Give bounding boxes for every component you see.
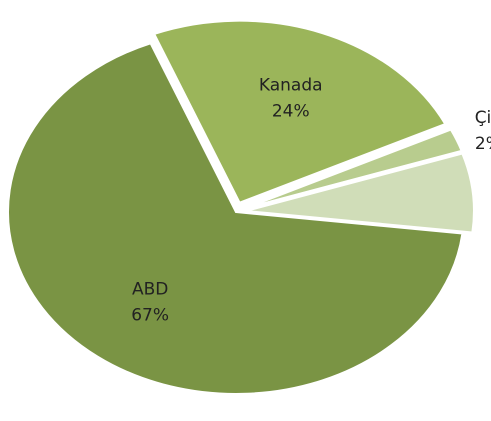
slice-value-label: 2% — [475, 134, 491, 154]
slice-label: Kanada — [259, 75, 323, 95]
pie-slice — [244, 128, 463, 210]
slice-label: ABD — [132, 280, 168, 300]
pie-slice — [245, 152, 475, 234]
slice-value-label: 67% — [131, 306, 169, 326]
pie-slice — [152, 19, 447, 204]
slice-value-label: 24% — [272, 101, 310, 121]
slice-label: Çin — [475, 108, 491, 128]
pie-slice — [7, 42, 464, 395]
